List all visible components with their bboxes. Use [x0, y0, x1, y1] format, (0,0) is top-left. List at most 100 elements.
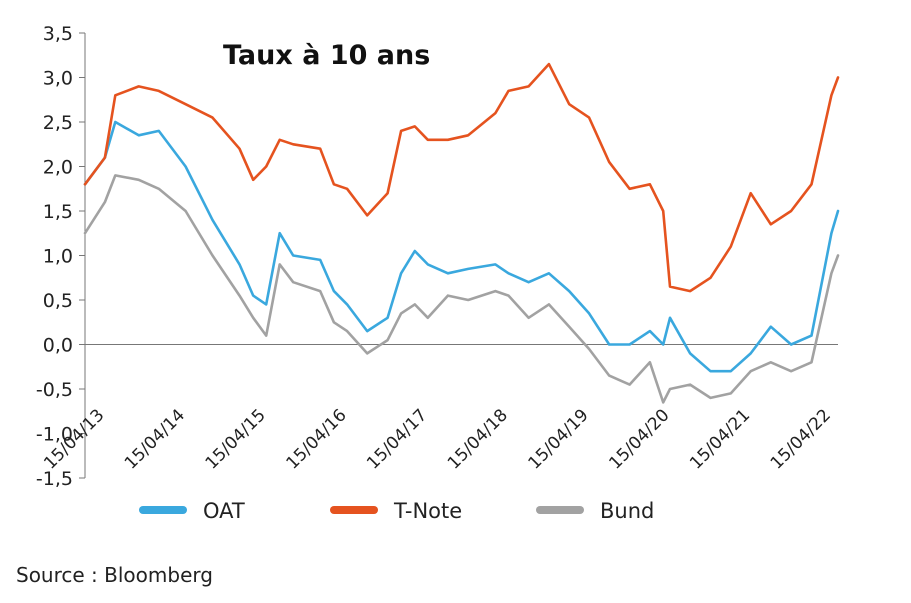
- data-point-t-note: [447, 138, 449, 141]
- data-point-t-note: [137, 85, 140, 88]
- data-point-bund: [319, 290, 322, 292]
- data-point-oat: [346, 303, 348, 306]
- data-point-oat: [588, 312, 590, 315]
- data-point-oat: [114, 121, 117, 123]
- x-tick-label: 15/04/20: [605, 405, 673, 473]
- x-tick-label: 15/04/18: [444, 405, 512, 473]
- data-point-t-note: [588, 116, 590, 119]
- data-point-bund: [211, 254, 214, 257]
- data-point-oat: [749, 352, 752, 355]
- x-tick-label: 15/04/22: [767, 405, 835, 473]
- legend: OAT T-Note Bund: [139, 499, 654, 523]
- data-point-oat: [790, 343, 792, 346]
- series-line-bund: [83, 174, 840, 404]
- data-point-bund: [333, 321, 335, 324]
- data-point-oat: [568, 290, 571, 292]
- data-point-bund: [252, 316, 255, 319]
- data-point-oat: [709, 370, 712, 373]
- data-point-t-note: [729, 245, 732, 248]
- data-point-bund: [292, 281, 295, 284]
- series-line-t-note: [83, 62, 840, 293]
- data-point-t-note: [689, 290, 691, 292]
- data-point-bund: [608, 374, 611, 377]
- data-point-oat: [426, 263, 429, 266]
- data-point-t-note: [837, 76, 839, 79]
- y-tick-label: 1,0: [43, 246, 73, 268]
- data-point-bund: [157, 187, 160, 190]
- data-point-bund: [790, 370, 792, 373]
- data-point-t-note: [211, 116, 214, 119]
- data-point-t-note: [527, 85, 530, 88]
- data-point-t-note: [319, 147, 322, 150]
- x-tick-label: 15/04/19: [525, 405, 593, 473]
- legend-label: T-Note: [393, 499, 462, 523]
- data-point-bund: [830, 272, 833, 275]
- data-point-oat: [366, 330, 369, 332]
- data-point-oat: [413, 250, 416, 252]
- data-point-bund: [265, 334, 268, 337]
- data-point-oat: [400, 272, 402, 275]
- data-point-bund: [729, 392, 732, 395]
- series-lines: [83, 62, 840, 404]
- data-point-oat: [662, 343, 665, 346]
- data-point-bund: [426, 316, 429, 319]
- data-point-oat: [689, 352, 691, 355]
- data-point-bund: [346, 330, 348, 332]
- data-point-bund: [386, 339, 389, 341]
- data-point-oat: [184, 165, 187, 168]
- data-point-t-note: [662, 210, 665, 212]
- data-point-bund: [689, 383, 691, 386]
- data-point-oat: [649, 330, 651, 332]
- data-point-t-note: [333, 183, 335, 186]
- data-point-oat: [548, 272, 550, 275]
- data-point-oat: [157, 130, 160, 132]
- data-point-t-note: [628, 187, 631, 190]
- data-point-oat: [729, 370, 732, 373]
- data-point-t-note: [507, 90, 510, 92]
- data-point-t-note: [265, 165, 268, 168]
- data-point-bund: [400, 312, 402, 315]
- chart-title: Taux à 10 ans: [223, 40, 430, 71]
- data-point-oat: [265, 303, 268, 306]
- data-point-oat: [669, 316, 671, 319]
- data-point-bund: [366, 352, 369, 355]
- y-tick-label: -0,5: [36, 379, 73, 401]
- data-point-t-note: [184, 103, 187, 106]
- x-tick-label: 15/04/17: [363, 405, 431, 473]
- x-tick-label: 15/04/14: [121, 405, 189, 473]
- x-tick-label: 15/04/15: [202, 405, 270, 473]
- data-point-t-note: [467, 134, 470, 137]
- y-axis: 3,5 3,0 2,5 2,0 1,5 1,0 0,5 0,0 -0,5 -1,0 -1,5: [36, 23, 86, 490]
- data-point-t-note: [400, 130, 402, 132]
- data-point-bund: [628, 383, 631, 386]
- data-point-oat: [608, 343, 611, 346]
- y-tick-label: 3,0: [43, 68, 73, 90]
- data-point-bund: [527, 316, 530, 319]
- data-point-bund: [137, 178, 140, 181]
- data-point-t-note: [386, 192, 389, 195]
- data-point-oat: [494, 263, 497, 266]
- data-point-bund: [709, 397, 712, 399]
- data-point-t-note: [114, 94, 117, 97]
- data-point-oat: [447, 272, 449, 275]
- data-point-bund: [810, 361, 813, 364]
- data-point-t-note: [769, 223, 772, 226]
- data-point-oat: [769, 325, 772, 328]
- data-point-bund: [548, 303, 550, 306]
- data-point-t-note: [278, 138, 281, 141]
- y-tick-label: -1,5: [36, 468, 73, 490]
- data-point-t-note: [830, 94, 833, 97]
- x-tick-label: 15/04/21: [686, 405, 754, 473]
- data-point-oat: [507, 272, 510, 275]
- data-point-t-note: [548, 63, 550, 65]
- y-tick-label: 3,5: [43, 23, 73, 45]
- data-point-oat: [386, 316, 389, 319]
- data-point-bund: [104, 201, 106, 204]
- data-point-oat: [333, 290, 335, 292]
- data-point-oat: [278, 232, 281, 235]
- data-point-t-note: [669, 285, 671, 288]
- data-point-oat: [830, 232, 833, 235]
- data-point-t-note: [608, 161, 611, 164]
- data-point-oat: [238, 263, 241, 266]
